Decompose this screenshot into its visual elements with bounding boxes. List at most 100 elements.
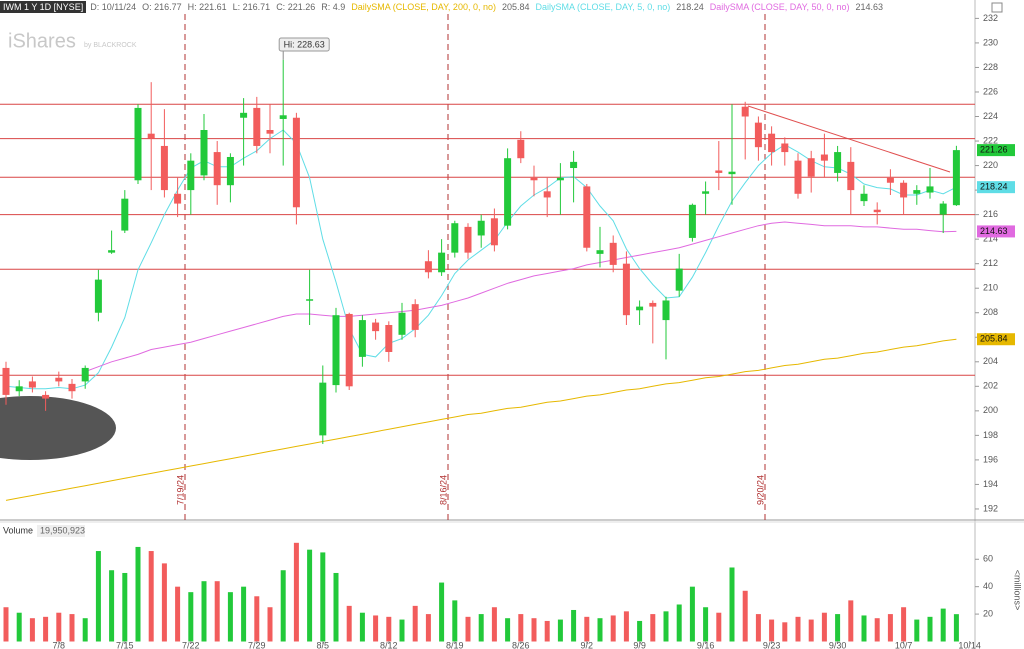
volume-bar — [623, 611, 629, 642]
y-tick-label: 222 — [983, 135, 998, 145]
volume-bar — [478, 614, 484, 642]
candle-body — [398, 312, 406, 335]
candle-body — [781, 143, 789, 153]
volume-bar — [201, 581, 207, 642]
candle-body — [886, 177, 894, 183]
volume-bar — [703, 607, 709, 642]
x-tick-label: 7/29 — [248, 640, 266, 649]
candle-body — [108, 250, 116, 253]
candle-body — [820, 154, 828, 161]
candle-body — [42, 394, 50, 399]
candle-body — [926, 186, 934, 193]
candle-body — [332, 315, 340, 386]
y-tick-label: 214 — [983, 234, 998, 244]
candle-body — [556, 177, 564, 181]
y-tick-label: 220 — [983, 160, 998, 170]
candle-body — [411, 304, 419, 330]
volume-bar — [386, 616, 392, 642]
y-tick-label: 232 — [983, 13, 998, 23]
header-item: R: 4.9 — [321, 2, 346, 12]
volume-bar — [584, 616, 590, 642]
x-tick-label: 8/5 — [317, 640, 330, 649]
header: IWM 1 Y 1D [NYSE] D: 10/11/24 O: 216.77 H:… — [0, 0, 889, 14]
candle-body — [847, 161, 855, 191]
candle-body — [490, 218, 498, 246]
volume-bar — [399, 619, 405, 642]
candle-body — [213, 152, 221, 186]
candle-body — [702, 191, 710, 194]
volume-bar — [439, 582, 445, 642]
x-tick-label: 10/14 — [958, 640, 981, 649]
candle-body — [253, 107, 261, 146]
study-name: DailySMA (CLOSE, DAY, 200, 0, no) — [351, 2, 496, 12]
header-item: D: 10/11/24 — [90, 2, 137, 12]
candle-body — [55, 377, 63, 382]
candle-body — [860, 193, 868, 202]
candle-body — [913, 190, 921, 194]
study-name: DailySMA (CLOSE, DAY, 5, 0, no) — [535, 2, 671, 12]
study-value: 214.63 — [855, 2, 884, 12]
candle-body — [160, 145, 168, 191]
volume-bar — [82, 618, 88, 642]
volume-bar — [571, 609, 577, 642]
volume-bar — [650, 614, 656, 642]
volume-bar — [491, 607, 497, 642]
candle-body — [504, 158, 512, 226]
volume-bar — [835, 614, 841, 642]
study-value: 205.84 — [501, 2, 530, 12]
volume-bar — [689, 586, 695, 642]
volume-bar — [676, 604, 682, 642]
date-marker-label: 7/19/24 — [175, 475, 185, 505]
y-tick-label: 192 — [983, 503, 998, 513]
volume-bar — [95, 551, 101, 642]
volume-bar — [953, 614, 959, 642]
volume-bar — [505, 618, 511, 642]
last-value-label: 221.26 — [980, 144, 1008, 154]
header-item: H: 221.61 — [187, 2, 227, 12]
volume-bar — [901, 607, 907, 642]
y-tick-label: 216 — [983, 209, 998, 219]
x-tick-label: 8/12 — [380, 640, 398, 649]
candle-body — [728, 171, 736, 175]
candle-body — [794, 160, 802, 194]
candle-body — [807, 158, 815, 177]
candle-body — [187, 160, 195, 191]
volume-bar — [320, 552, 326, 642]
volume-bar — [161, 563, 167, 642]
volume-bar — [557, 619, 563, 642]
last-value-box — [977, 333, 1015, 346]
volume-bar — [359, 612, 365, 642]
x-tick-label: 8/26 — [512, 640, 530, 649]
candle-body — [174, 193, 182, 204]
volume-bar — [808, 619, 814, 642]
volume-bar — [307, 549, 313, 642]
header-item: C: 221.26 — [276, 2, 316, 12]
settings-icon[interactable] — [991, 2, 1003, 13]
candle-body — [464, 226, 472, 253]
candle-body — [28, 381, 36, 388]
last-value-box — [977, 144, 1015, 157]
y-tick-label: 204 — [983, 356, 998, 366]
candle-body — [81, 367, 89, 382]
candle-body — [477, 220, 485, 236]
volume-bar — [729, 567, 735, 642]
candle-body — [424, 261, 432, 273]
volume-tick-label: 20 — [983, 608, 993, 618]
y-tick-label: 228 — [983, 62, 998, 72]
x-tick-label: 9/30 — [829, 640, 847, 649]
header-item: O: 216.77 — [142, 2, 182, 12]
x-tick-label: 8/19 — [446, 640, 464, 649]
x-tick-label: 9/9 — [633, 640, 646, 649]
candle-body — [292, 117, 300, 208]
symbol[interactable]: IWM 1 Y 1D [NYSE] — [0, 1, 87, 13]
header-item: L: 216.71 — [232, 2, 271, 12]
volume-bar — [914, 619, 920, 642]
candle-body — [596, 250, 604, 254]
volume-bar — [425, 614, 431, 642]
volume-tick-label: 40 — [983, 581, 993, 591]
volume-bar — [109, 570, 115, 642]
candle-body — [200, 130, 208, 176]
y-tick-label: 230 — [983, 37, 998, 47]
volume-bar — [795, 616, 801, 642]
